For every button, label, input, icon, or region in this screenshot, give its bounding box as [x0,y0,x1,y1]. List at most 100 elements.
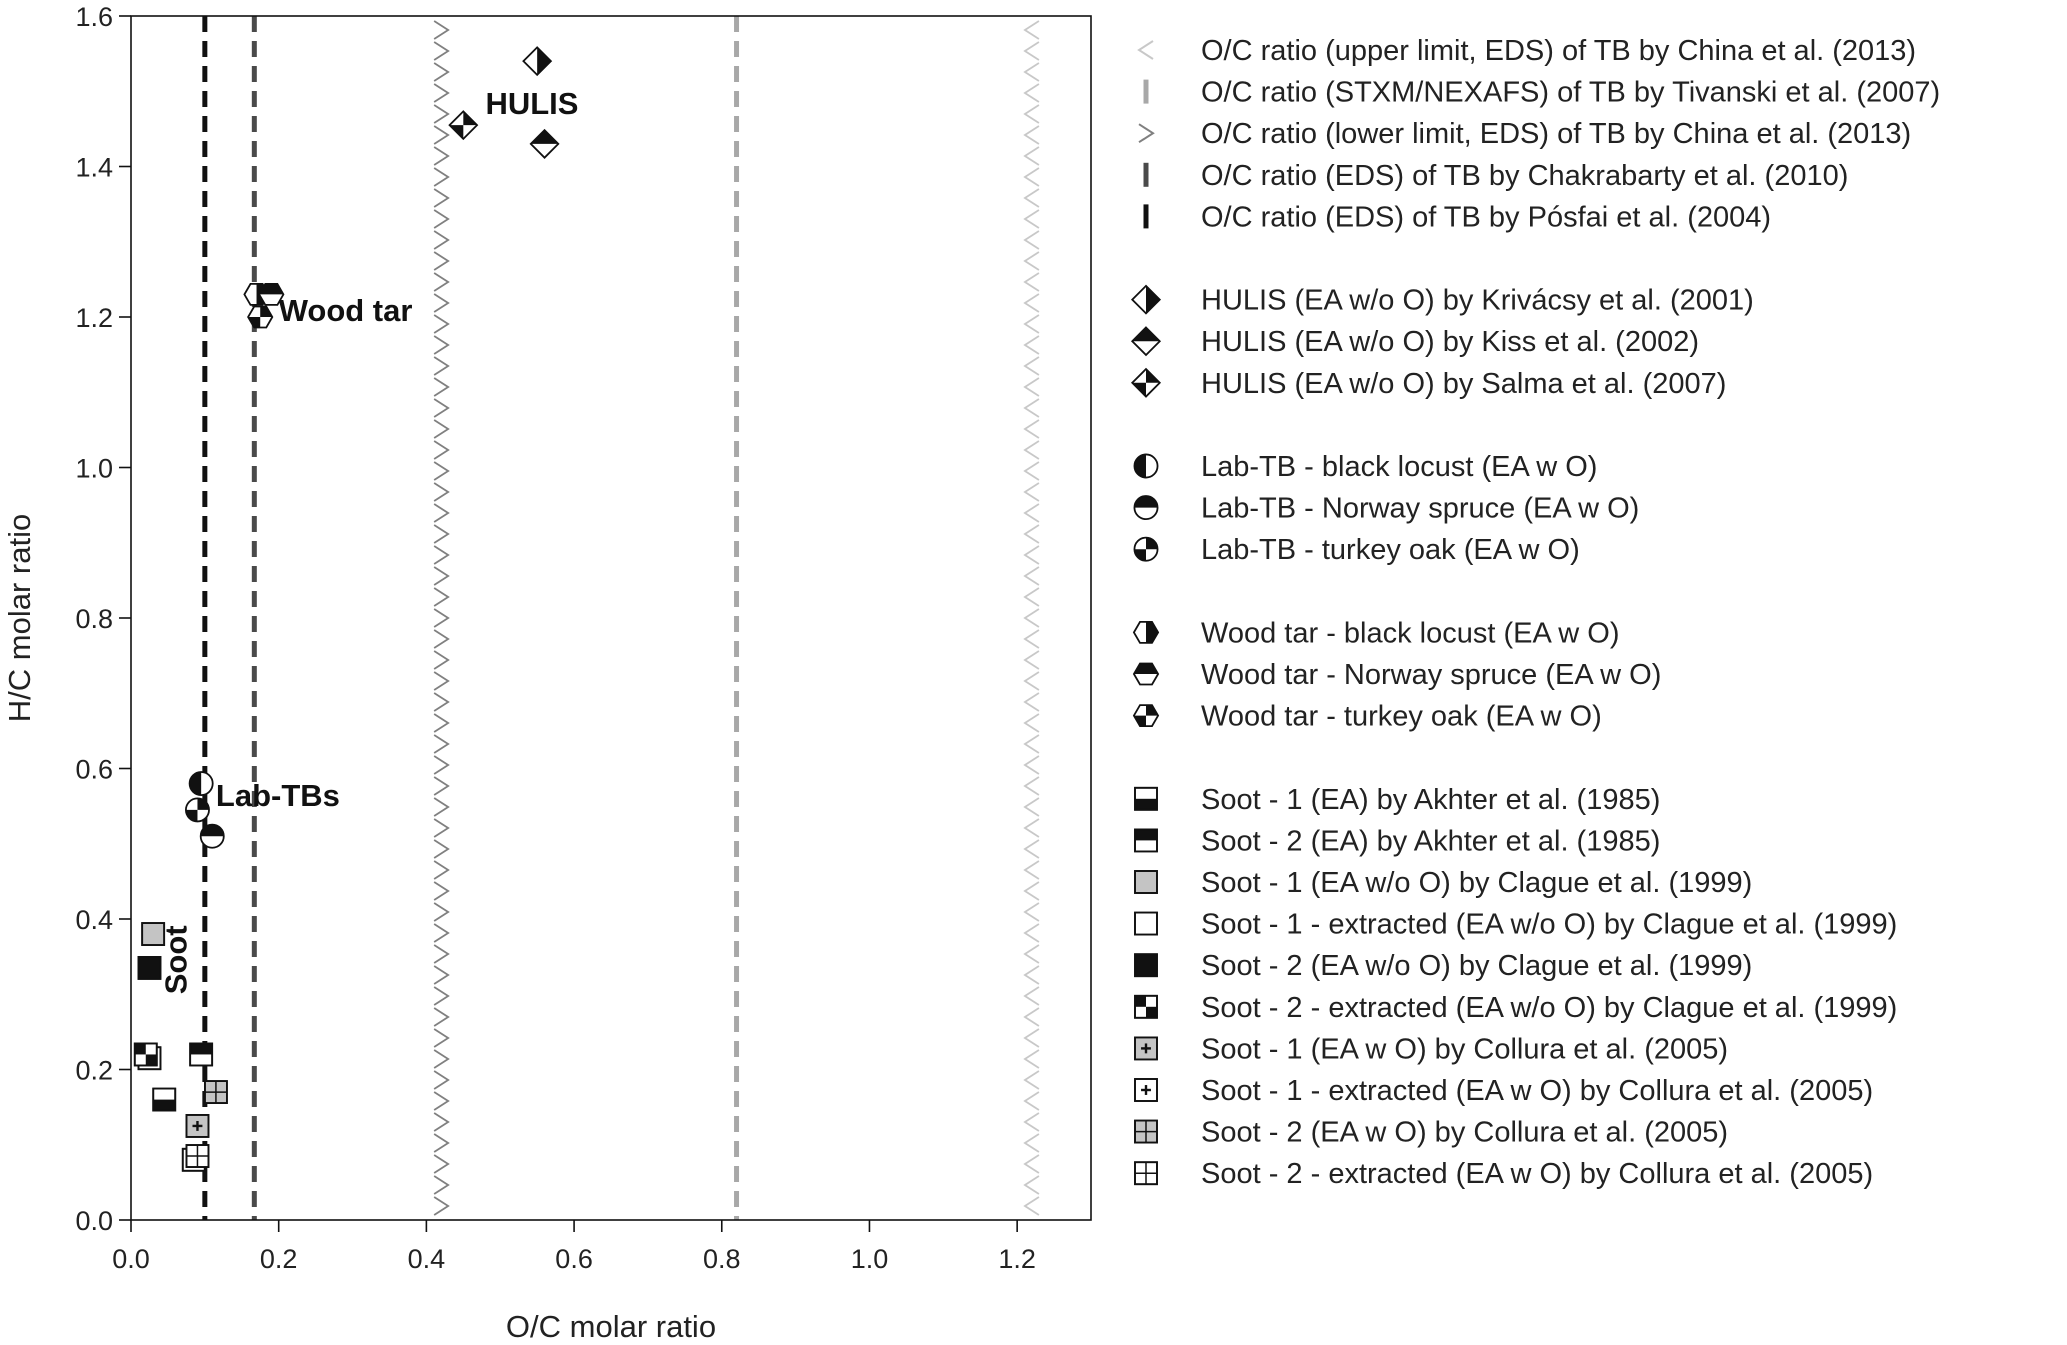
data-point [199,823,225,849]
x-axis-label: O/C molar ratio [506,1309,716,1344]
group-label: HULIS [485,86,578,121]
square-outline [1134,828,1158,853]
y-tick-label: 0.4 [75,905,113,935]
chevron-mark [433,986,450,1006]
data-point [189,1042,214,1067]
legend-entry: O/C ratio (EDS) of TB by Pósfai et al. (… [1143,201,1771,233]
chevron-mark [1023,692,1040,712]
chevron-mark [1023,629,1040,649]
hexagon-outline [1132,662,1160,686]
legend-chevron-swatch [1138,123,1155,144]
legend-chevron-swatch [1137,40,1154,60]
legend-entry: O/C ratio (lower limit, EDS) of TB by Ch… [1138,118,1911,150]
legend-entry: Lab-TB - black locust (EA w O) [1133,451,1597,483]
hexagon-outline [1132,704,1160,727]
chevron-mark [433,1049,450,1069]
legend-entry: Soot - 2 (EA w/o O) by Clague et al. (19… [1134,950,1752,982]
square-fill-part [190,1043,213,1055]
chevron-mark [433,1175,450,1195]
hexagon-fill-part [248,317,261,328]
chevron-mark [1023,398,1040,418]
chevron-mark [1023,503,1040,523]
circle-outline [185,797,210,823]
circle-outline [1133,536,1159,562]
chevron-mark [1023,1007,1040,1027]
legend-marker-swatch [1134,828,1158,853]
legend-entry: Soot - 2 - extracted (EA w O) by Collura… [1134,1158,1873,1190]
diamond-fill-part [1132,327,1160,342]
chevron-mark [433,797,450,817]
legend-label: HULIS (EA w/o O) by Krivácsy et al. (200… [1201,285,1754,317]
chevron-mark [433,167,450,187]
legend-marker-swatch [1130,367,1162,398]
y-tick-label: 1.6 [75,2,113,32]
legend-entry: O/C ratio (EDS) of TB by Chakrabarty et … [1143,160,1848,192]
legend-entry: Soot - 1 - extracted (EA w/o O) by Clagu… [1134,909,1897,941]
chevron-mark [433,587,450,607]
square-outline [1134,994,1158,1019]
chevron-mark [433,671,450,691]
legend-marker-swatch [1134,870,1158,894]
chevron-mark [1023,755,1040,775]
chevron-mark [433,293,450,313]
legend-label: O/C ratio (EDS) of TB by Chakrabarty et … [1201,160,1848,192]
chevron-mark [1023,104,1040,124]
chevron-mark [1023,608,1040,628]
legend-label: Soot - 1 (EA w/o O) by Clague et al. (19… [1201,867,1752,899]
chevron-mark [433,650,450,670]
legend-label: Soot - 2 (EA) by Akhter et al. (1985) [1201,825,1660,857]
chevron-mark [1023,1196,1040,1216]
chevron-mark [1023,272,1040,292]
chevron-mark [433,755,450,775]
chevron-mark [433,965,450,985]
square-body [1134,911,1158,936]
x-tick-label: 0.8 [703,1244,741,1274]
square-outline [185,1114,210,1138]
x-tick-label: 0.0 [112,1244,150,1274]
data-point [185,1114,210,1138]
y-axis: 0.0 0.2 0.4 0.6 0.8 1.0 1.2 1.4 1.6 [75,2,131,1236]
circle-fill-part [189,772,202,796]
legend-label: Soot - 2 (EA w/o O) by Clague et al. (19… [1201,950,1752,982]
circle-fill-part [185,809,198,822]
square-outline [133,1042,158,1067]
data-point [258,282,285,306]
x-tick-label: 1.2 [998,1244,1036,1274]
chevron-mark [1023,377,1040,397]
legend-label: O/C ratio (STXM/NEXAFS) of TB by Tivansk… [1201,77,1940,109]
chevron-mark [1023,776,1040,796]
chevron-mark [433,188,450,208]
chevron-mark [1023,293,1040,313]
hexagon-fill-part [1146,621,1159,643]
legend-marker-swatch [1133,495,1159,521]
legend-label: Lab-TB - Norway spruce (EA w O) [1201,493,1639,525]
chevron-mark [1023,41,1040,61]
chevron-mark [433,83,450,103]
chevron-mark [1023,1154,1040,1174]
square-outline [185,1144,210,1168]
reference-lines [202,16,1040,1220]
circle-fill-part [1134,496,1158,508]
hexagon-fill-part [259,283,284,295]
plot-area-frame [130,15,1092,1221]
circle-fill-part [1134,454,1146,478]
circle-outline [1133,495,1159,521]
chevron-mark [1023,566,1040,586]
legend-label: Soot - 1 (EA) by Akhter et al. (1985) [1201,784,1660,816]
square-outline [1134,1078,1158,1102]
chevron-mark [433,377,450,397]
chevron-mark [1023,146,1040,166]
legend-label: Soot - 1 - extracted (EA w/o O) by Clagu… [1201,909,1897,941]
x-tick-label: 1.0 [851,1244,889,1274]
chevron-mark [1023,713,1040,733]
x-axis: 0.0 0.2 0.4 0.6 0.8 1.0 1.2 [112,1220,1036,1274]
square-outline [1134,1036,1158,1061]
hexagon-outline [258,282,285,306]
legend-label: Soot - 1 (EA w O) by Collura et al. (200… [1201,1033,1728,1065]
legend-label: Soot - 1 - extracted (EA w O) by Collura… [1201,1075,1873,1107]
chevron-mark [433,1091,450,1111]
chevron-mark [433,62,450,82]
chevron-mark [1023,419,1040,439]
chevron-mark [433,713,450,733]
